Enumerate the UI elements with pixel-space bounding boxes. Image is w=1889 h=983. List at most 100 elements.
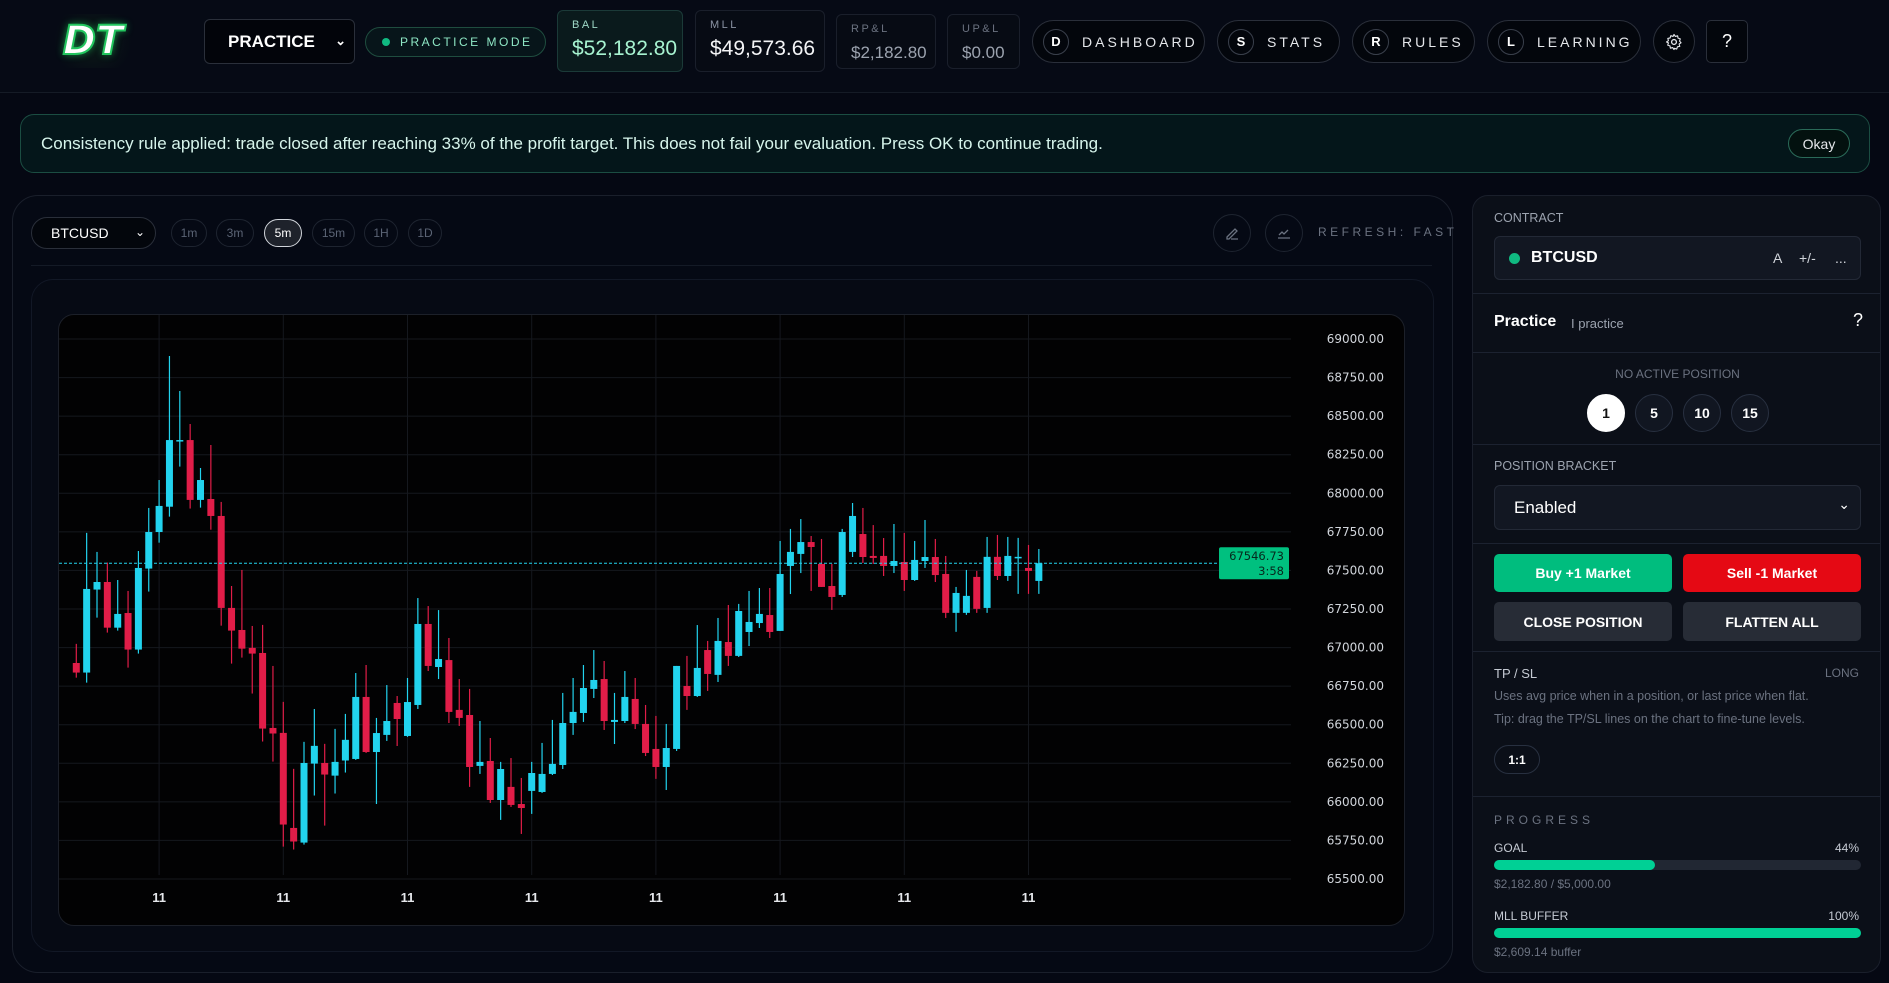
- nav-label: LEARNING: [1537, 33, 1633, 50]
- bracket-label: POSITION BRACKET: [1494, 459, 1617, 473]
- candle-down: [207, 498, 215, 516]
- account-help-icon[interactable]: ?: [1853, 310, 1864, 330]
- help-button[interactable]: ?: [1706, 20, 1748, 63]
- candle-down: [290, 827, 298, 842]
- candle-up: [145, 532, 153, 569]
- nav-rules[interactable]: R RULES: [1352, 20, 1475, 63]
- account-select[interactable]: PRACTICE ⌄: [204, 19, 355, 64]
- x-tick-label: 11: [897, 890, 911, 905]
- candle-up: [352, 696, 360, 759]
- gear-icon: [1665, 33, 1682, 50]
- stat-balance: BAL $52,182.80: [557, 10, 683, 72]
- goal-progress-fill: [1494, 860, 1656, 870]
- risk-reward-ratio-button[interactable]: 1:1: [1494, 745, 1540, 774]
- timeframe-3m[interactable]: 3m: [216, 219, 254, 247]
- close-position-button[interactable]: CLOSE POSITION: [1494, 602, 1672, 641]
- goal-percent: 44%: [1834, 841, 1859, 855]
- mll-buffer-percent: 100%: [1828, 909, 1859, 923]
- tpsl-help-text: Uses avg price when in a position, or la…: [1494, 689, 1809, 703]
- logo[interactable]: DT: [48, 14, 138, 68]
- candle-down: [993, 556, 1001, 576]
- okay-button[interactable]: Okay: [1788, 129, 1850, 158]
- candle-up: [176, 440, 184, 442]
- candle-down: [704, 650, 712, 674]
- mll-buffer-bar: [1494, 928, 1861, 938]
- quantity-15-button[interactable]: 15: [1731, 394, 1769, 432]
- account-subtitle: I practice: [1571, 316, 1624, 331]
- timeframe-1m[interactable]: 1m: [171, 219, 207, 247]
- contract-more-button[interactable]: ...: [1835, 250, 1847, 266]
- nav-dashboard[interactable]: D DASHBOARD: [1032, 20, 1205, 63]
- quantity-1-button[interactable]: 1: [1587, 394, 1625, 432]
- stat-mll: MLL $49,573.66: [695, 10, 825, 72]
- candle-up: [693, 667, 701, 697]
- contract-selector[interactable]: BTCUSD A +/- ...: [1494, 236, 1861, 280]
- indicator-tool-button[interactable]: [1265, 214, 1303, 252]
- timeframe-1d[interactable]: 1D: [408, 219, 442, 247]
- candle-up: [497, 768, 505, 801]
- help-icon: ?: [1721, 31, 1732, 51]
- flatten-all-button[interactable]: FLATTEN ALL: [1683, 602, 1861, 641]
- mll-buffer-fill: [1494, 928, 1861, 938]
- candle-up: [538, 773, 546, 792]
- candle-up: [590, 679, 598, 689]
- candle-up: [776, 573, 784, 631]
- quantity-5-button[interactable]: 5: [1635, 394, 1673, 432]
- candle-down: [900, 561, 908, 580]
- candle-up: [797, 542, 805, 554]
- stat-unrealized-pnl: UP&L $0.00: [947, 14, 1020, 69]
- y-tick-label: 65750.00: [1327, 833, 1384, 847]
- contract-action-plus-minus[interactable]: +/-: [1799, 250, 1816, 266]
- candle-up: [673, 665, 681, 749]
- divider: [1473, 543, 1880, 544]
- order-panel: CONTRACT BTCUSD A +/- ... Practice I pra…: [1472, 195, 1881, 973]
- live-dot-icon: [1509, 252, 1520, 264]
- timeframe-5m[interactable]: 5m: [264, 219, 302, 247]
- notice-message: Consistency rule applied: trade closed a…: [41, 133, 1103, 153]
- candlestick-chart[interactable]: 69000.00 68750.00 68500.00 68250.00 68000.00…: [59, 315, 1405, 926]
- candle-down: [124, 613, 132, 650]
- stat-realized-pnl: RP&L $2,182.80: [836, 14, 936, 69]
- shortcut-key: L: [1498, 28, 1524, 55]
- last-price-badge: [1219, 547, 1289, 580]
- tpsl-tip-text: Tip: drag the TP/SL lines on the chart t…: [1494, 712, 1805, 726]
- candle-up: [621, 696, 629, 722]
- contract-action-a[interactable]: A: [1773, 250, 1783, 266]
- buy-market-button[interactable]: Buy +1 Market: [1494, 554, 1672, 592]
- candle-up: [786, 551, 794, 566]
- divider: [1473, 444, 1880, 445]
- nav-stats[interactable]: S STATS: [1217, 20, 1340, 63]
- quantity-10-button[interactable]: 10: [1683, 394, 1721, 432]
- price-chart[interactable]: 69000.00 68750.00 68500.00 68250.00 68000.00…: [58, 314, 1405, 926]
- contract-symbol: BTCUSD: [1531, 249, 1598, 266]
- draw-tool-button[interactable]: [1213, 214, 1251, 252]
- stat-label: UP&L: [962, 23, 1001, 35]
- shortcut-key: D: [1043, 28, 1069, 55]
- candle-down: [445, 660, 453, 712]
- line-chart-icon: [1278, 229, 1290, 239]
- symbol-select[interactable]: BTCUSD ⌄: [31, 217, 156, 249]
- refresh-rate[interactable]: REFRESH: FAST: [1318, 225, 1458, 239]
- candle-up: [331, 761, 339, 776]
- sell-market-button[interactable]: Sell -1 Market: [1683, 554, 1861, 592]
- stat-value: $2,182.80: [851, 43, 927, 62]
- nav-learning[interactable]: L LEARNING: [1487, 20, 1641, 63]
- candle-up: [911, 559, 919, 580]
- candle-up: [155, 505, 163, 533]
- chevron-down-icon: ⌄: [1838, 496, 1850, 512]
- candle-up: [611, 719, 618, 722]
- candle-down: [724, 642, 732, 656]
- candle-down: [103, 582, 111, 628]
- candle-up: [745, 621, 753, 632]
- y-tick-label: 69000.00: [1327, 332, 1384, 346]
- timeframe-1h[interactable]: 1H: [364, 219, 398, 247]
- position-status: NO ACTIVE POSITION: [1615, 367, 1740, 381]
- settings-button[interactable]: [1653, 20, 1695, 63]
- candle-up: [528, 773, 536, 791]
- bracket-select[interactable]: Enabled ⌄: [1494, 485, 1861, 530]
- candle-down: [807, 542, 815, 547]
- candle-down: [600, 679, 608, 722]
- candle-up: [435, 658, 443, 668]
- timeframe-15m[interactable]: 15m: [312, 219, 355, 247]
- candle-down: [973, 576, 981, 609]
